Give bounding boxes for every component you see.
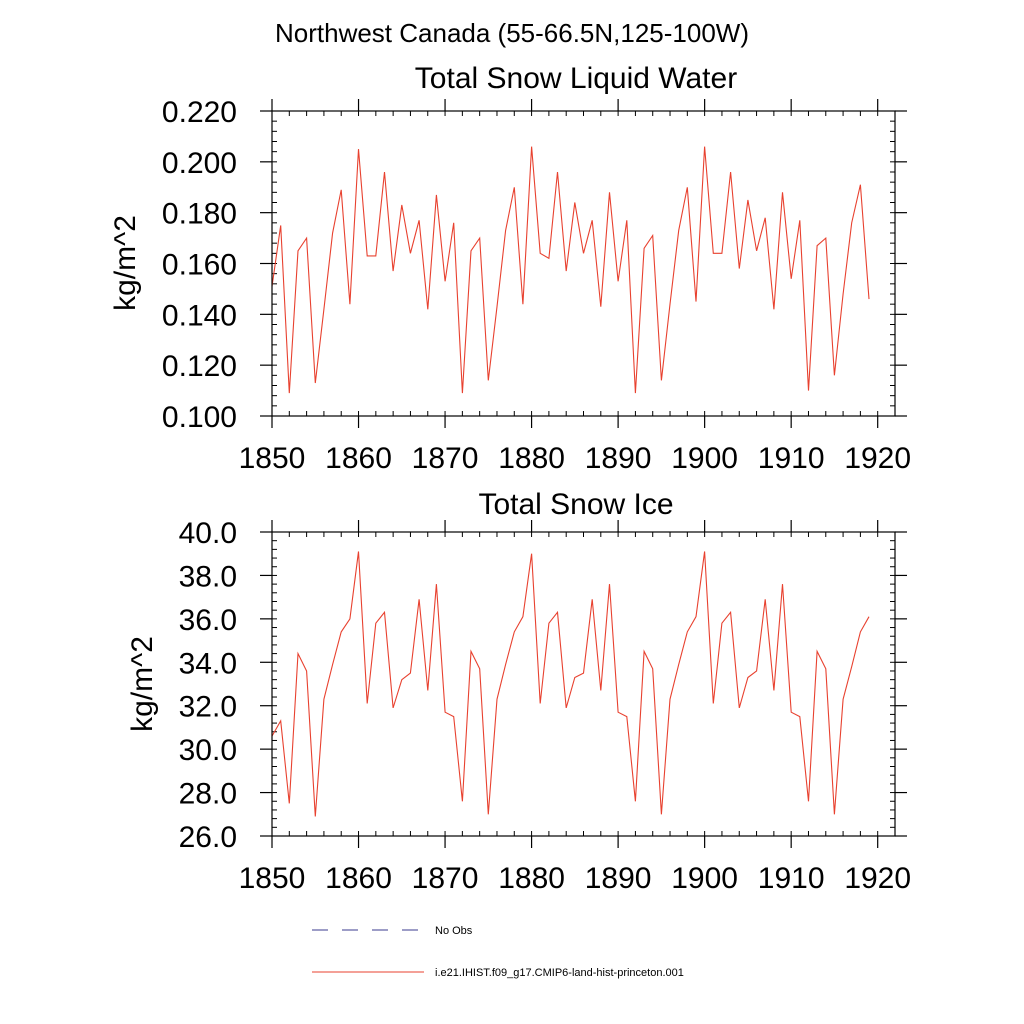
x-tick-label: 1920: [844, 862, 911, 895]
x-tick-label: 1870: [412, 442, 479, 475]
y-tick-label: 40.0: [179, 517, 237, 550]
y-tick-label: 0.160: [162, 249, 237, 282]
y-tick-label: 32.0: [179, 691, 237, 724]
y-tick-label: 28.0: [179, 778, 237, 811]
x-tick-label: 1870: [412, 862, 479, 895]
y-tick-label: 34.0: [179, 647, 237, 680]
x-tick-label: 1910: [758, 442, 825, 475]
y-axis-label: kg/m^2: [109, 215, 142, 311]
x-tick-label: 1850: [239, 442, 306, 475]
panel-snow-liquid-water: Total Snow Liquid Water kg/m^2 1850 1860 1…: [109, 62, 911, 475]
plot-frame: [271, 531, 896, 837]
x-tick-label: 1880: [498, 442, 565, 475]
y-tick-label: 26.0: [179, 821, 237, 854]
legend-label-model: i.e21.IHIST.f09_g17.CMIP6-land-hist-prin…: [435, 967, 684, 979]
series-line: [271, 146, 870, 394]
legend: No Obs i.e21.IHIST.f09_g17.CMIP6-land-hi…: [312, 925, 684, 979]
y-tick-label: 0.120: [162, 350, 237, 383]
legend-label-no-obs: No Obs: [435, 925, 473, 937]
figure-suptitle: Northwest Canada (55-66.5N,125-100W): [275, 18, 749, 48]
y-tick-label: 0.200: [162, 147, 237, 180]
panel-title: Total Snow Liquid Water: [415, 62, 737, 95]
y-tick-label: 0.220: [162, 96, 237, 129]
x-tick-label: 1910: [758, 862, 825, 895]
y-tick-label: 30.0: [179, 734, 237, 767]
y-tick-label: 0.180: [162, 198, 237, 231]
x-tick-label: 1920: [844, 442, 911, 475]
x-tick-label: 1890: [585, 442, 652, 475]
plot-frame: [271, 110, 896, 417]
x-tick-label: 1890: [585, 862, 652, 895]
panel-snow-ice: Total Snow Ice kg/m^2 1850 1860 1870 1880 18…: [126, 488, 911, 895]
x-tick-label: 1900: [671, 442, 738, 475]
x-tick-label: 1860: [325, 442, 392, 475]
y-axis-label: kg/m^2: [126, 636, 159, 732]
y-tick-label: 38.0: [179, 560, 237, 593]
y-tick-label: 0.140: [162, 299, 237, 332]
panel-title: Total Snow Ice: [478, 488, 673, 521]
x-tick-label: 1850: [239, 862, 306, 895]
x-tick-label: 1900: [671, 862, 738, 895]
series-line: [271, 551, 870, 817]
x-tick-label: 1860: [325, 862, 392, 895]
y-tick-label: 36.0: [179, 604, 237, 637]
y-tick-label: 0.100: [162, 401, 237, 434]
x-tick-label: 1880: [498, 862, 565, 895]
